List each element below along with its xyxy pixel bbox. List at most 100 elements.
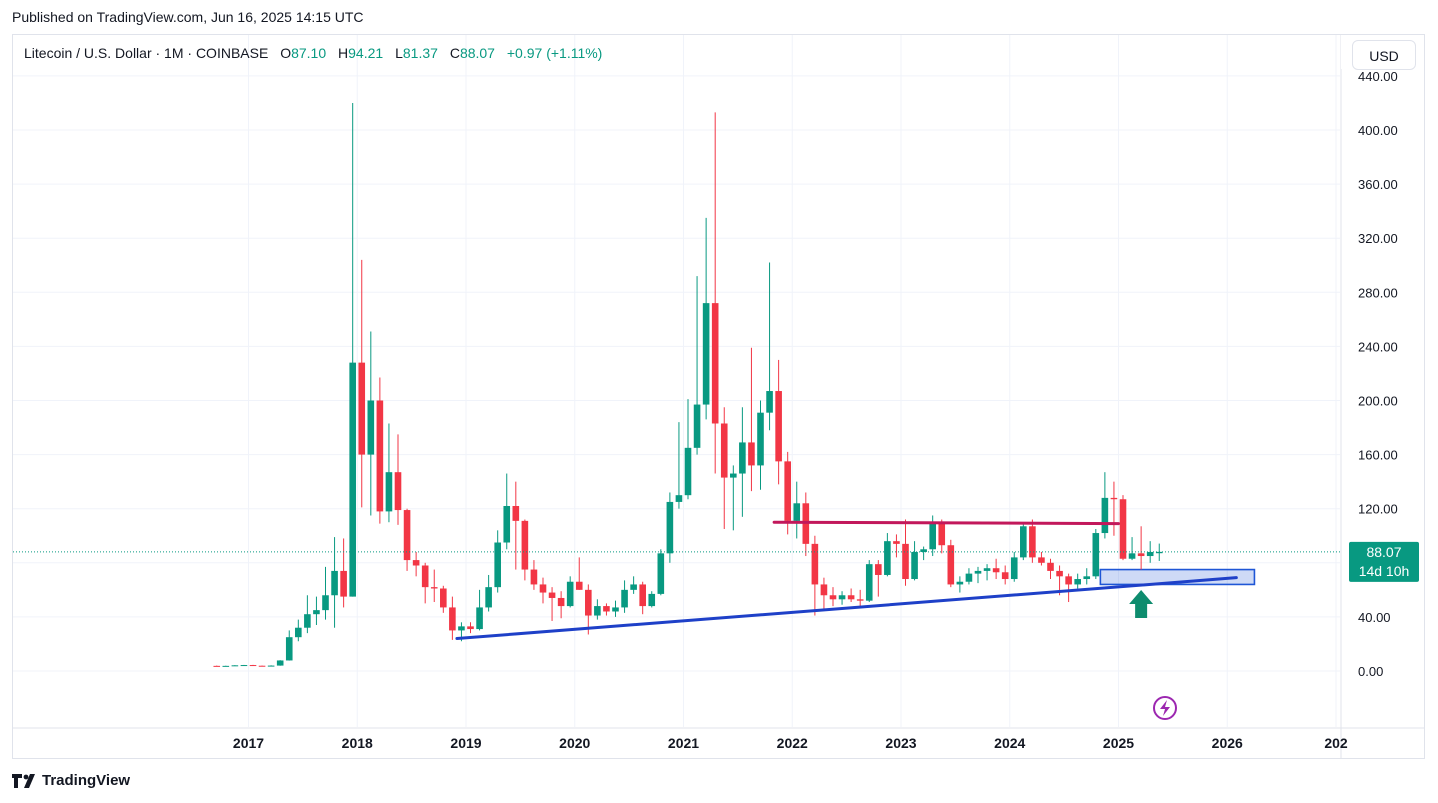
candle (485, 574, 492, 612)
candle-body (856, 599, 864, 601)
candle (1020, 522, 1027, 561)
flash-icon[interactable] (1153, 696, 1177, 720)
candle (1110, 481, 1118, 536)
flash-icon-layer (1153, 696, 1177, 720)
candle (476, 589, 483, 631)
candle-body (720, 423, 728, 478)
candle (1137, 526, 1145, 570)
price-axis: 0.0040.0080.00120.00160.00200.00240.0028… (1341, 35, 1424, 679)
candle (249, 664, 257, 667)
y-tick-label: 320.00 (1358, 231, 1398, 246)
candle (902, 519, 909, 586)
x-tick-label: 2018 (342, 735, 373, 751)
candle (421, 562, 429, 604)
candle (530, 560, 538, 590)
candle-body (766, 391, 773, 413)
price-badge-value: 88.07 (1366, 544, 1401, 560)
currency-button[interactable]: USD (1352, 40, 1416, 70)
candle-body (394, 472, 402, 511)
candle-body (630, 584, 637, 590)
candle (965, 568, 973, 585)
candle (639, 581, 646, 615)
candle (322, 566, 329, 620)
candle (947, 539, 955, 588)
close-label: C (449, 45, 460, 61)
candle-body (521, 520, 529, 570)
candle (693, 276, 701, 455)
footer-brand-text: TradingView (42, 772, 131, 789)
candle-body (675, 495, 683, 502)
candle (1001, 565, 1009, 585)
x-tick-label: 2024 (994, 735, 1025, 751)
high-value: 94.21 (348, 45, 384, 61)
x-tick-label: 202 (1324, 735, 1348, 751)
high-label: H (338, 45, 349, 61)
candle-body (285, 637, 293, 661)
candle-body (875, 564, 882, 575)
candle (1101, 472, 1109, 539)
candle (376, 377, 384, 524)
candle (1083, 568, 1091, 585)
candle-body (865, 564, 873, 601)
candle-body (1092, 533, 1100, 577)
candle (285, 630, 293, 661)
candle-body (295, 627, 302, 638)
candle-body (1047, 562, 1054, 571)
candle-body (548, 592, 556, 598)
support-trendline (455, 576, 1238, 641)
candle (585, 584, 592, 635)
candle (711, 112, 719, 474)
candle-body (829, 595, 837, 600)
time-axis: 2017 2018 2019 2020 2021 2022 2023 2024 2025 2026… (233, 735, 1348, 751)
candlestick-series (213, 102, 1163, 667)
candle-body (974, 570, 982, 574)
flash-icon-ring (1153, 696, 1177, 720)
candle (394, 434, 402, 525)
candle-body (893, 541, 900, 544)
candle-body (539, 584, 547, 593)
up-arrow-icon (1129, 590, 1154, 618)
candle-body (1101, 497, 1109, 534)
candle-body (231, 665, 239, 667)
candle (702, 217, 710, 420)
candle-body (884, 541, 891, 575)
x-tick-label: 2021 (668, 735, 699, 751)
candle-body (1137, 553, 1145, 557)
candle-body (811, 543, 819, 585)
chart-grid (13, 35, 1424, 758)
candle (739, 407, 746, 517)
candle-body (847, 595, 855, 600)
candle-body (512, 505, 520, 521)
candle (276, 660, 284, 666)
candle-body (730, 473, 737, 478)
candle-body (458, 626, 465, 631)
x-tick-label: 2017 (233, 735, 264, 751)
candle (403, 508, 411, 571)
candle-body (648, 593, 656, 607)
candle-body (494, 542, 501, 588)
candle (449, 596, 456, 640)
candle (467, 622, 474, 634)
candle (829, 587, 837, 607)
candle-body (213, 665, 221, 667)
candle-body (684, 447, 692, 496)
candle-body (449, 607, 456, 631)
candle-body (947, 545, 955, 585)
candle (313, 596, 320, 626)
candle-body (1001, 572, 1009, 580)
candle-body (376, 400, 384, 512)
price-badge-bg (1349, 541, 1419, 582)
candle-body (956, 581, 964, 585)
x-tick-label: 2025 (1103, 735, 1134, 751)
candle (494, 530, 501, 593)
candle-body (585, 589, 592, 616)
candle-body (920, 549, 927, 552)
candle-body (222, 665, 230, 667)
candle-body (1155, 551, 1163, 554)
candle (938, 519, 946, 554)
low-label: L (395, 45, 403, 61)
candle-body (313, 610, 320, 615)
footer-brand[interactable]: TradingView (12, 772, 130, 789)
candle (1029, 519, 1036, 563)
